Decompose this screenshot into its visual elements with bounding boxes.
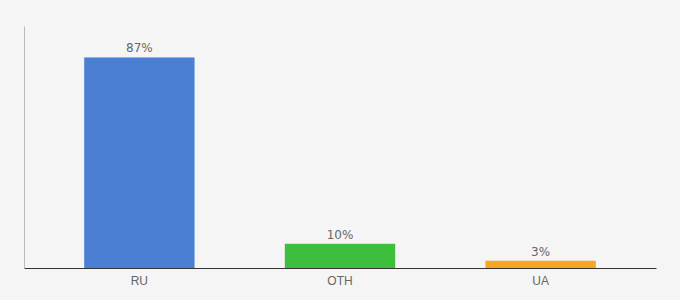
data-label: 87% xyxy=(126,41,153,55)
x-tick: UA xyxy=(532,274,549,288)
y-axis-line xyxy=(24,27,25,269)
x-tick: OTH xyxy=(327,274,352,288)
background xyxy=(0,0,680,300)
data-label: 10% xyxy=(327,228,354,242)
bar xyxy=(84,57,194,268)
data-label: 3% xyxy=(531,245,550,259)
plot: RU OTH UA 87% 10% 3% xyxy=(25,27,657,288)
x-axis-line xyxy=(25,268,657,269)
x-axis: RU OTH UA xyxy=(25,269,657,288)
y-axis xyxy=(24,27,25,269)
x-tick-label: OTH xyxy=(327,274,352,288)
bar xyxy=(485,261,595,268)
x-tick-label: RU xyxy=(131,274,148,288)
bars xyxy=(84,57,596,268)
x-tick-label: UA xyxy=(532,274,549,288)
data-labels: 87% 10% 3% xyxy=(126,41,550,258)
bar xyxy=(285,244,395,268)
chart-svg: RU OTH UA 87% 10% 3% xyxy=(0,0,680,300)
x-tick: RU xyxy=(131,274,148,288)
chart-container: RU OTH UA 87% 10% 3% xyxy=(0,0,680,300)
